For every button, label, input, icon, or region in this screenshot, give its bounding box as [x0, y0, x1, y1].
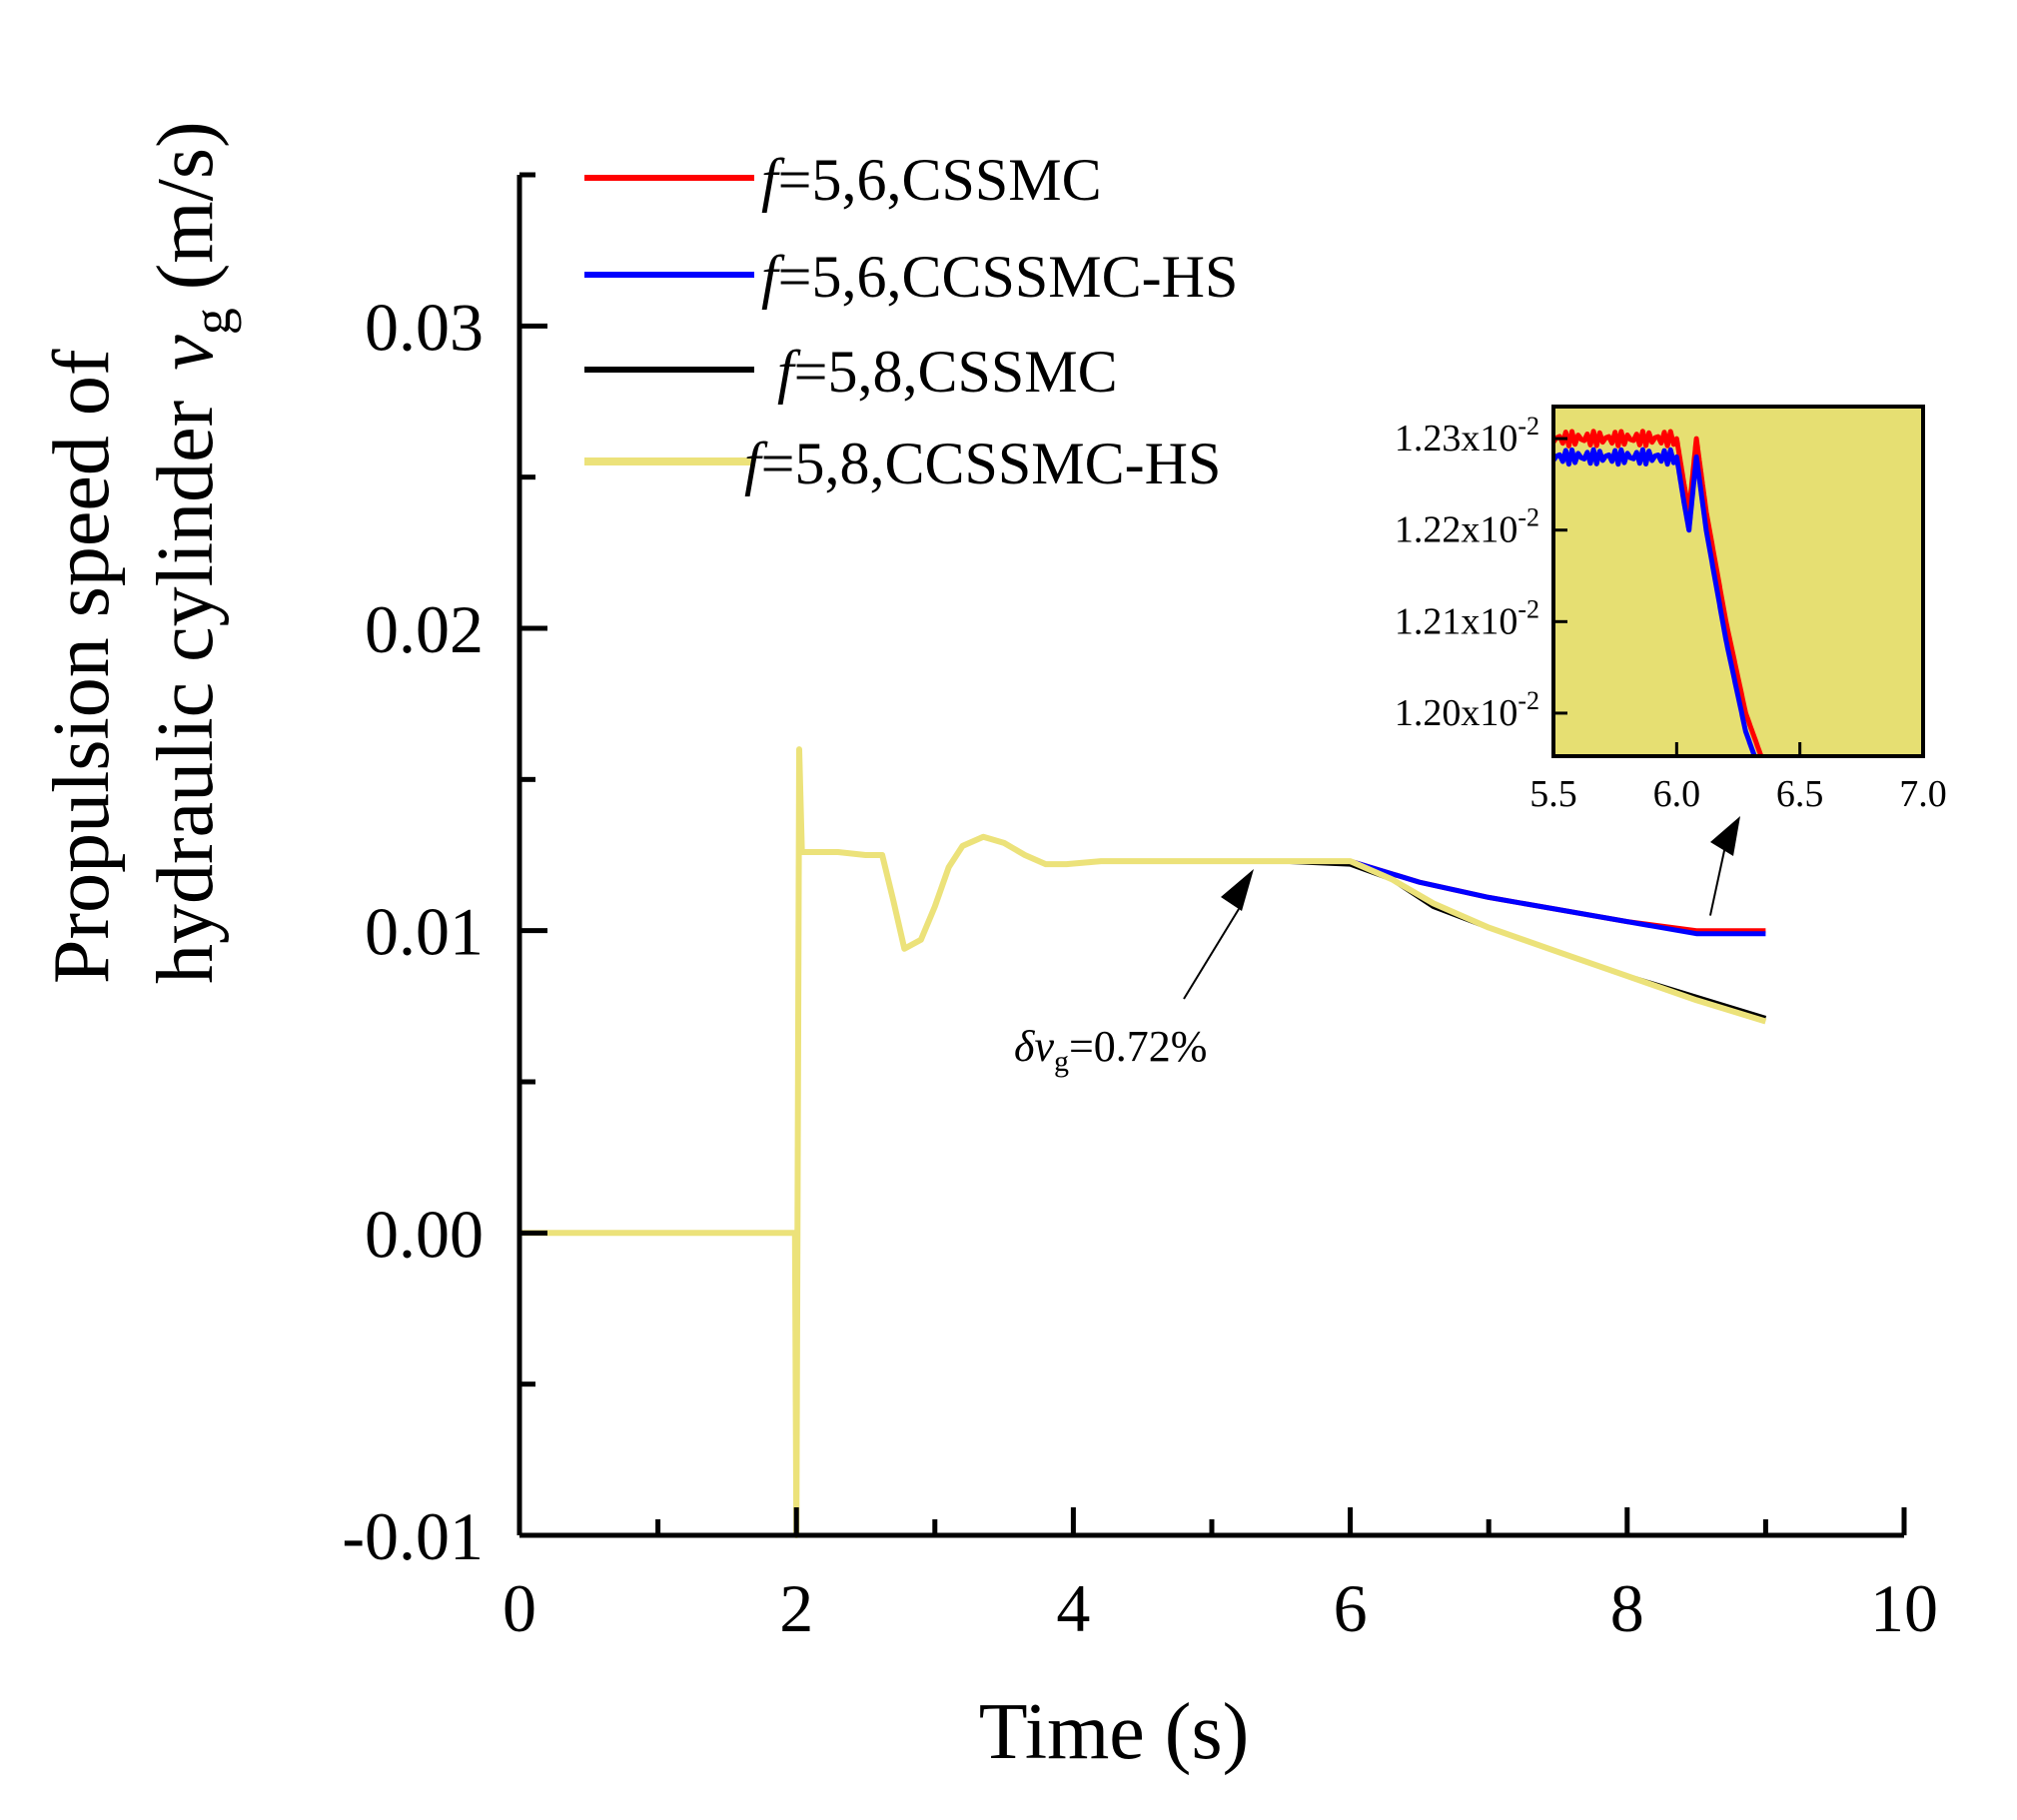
inset-y-tick-mantissa: 1.22x10: [1395, 509, 1518, 551]
x-axis-label: Time (s): [979, 1688, 1249, 1776]
inset-x-tick-label: 5.5: [1529, 773, 1577, 815]
y-axis-label-line1: Propulsion speed of: [38, 349, 126, 984]
y-axis-label-subscript: g: [182, 308, 242, 335]
inset-y-tick-mantissa: 1.20x10: [1395, 692, 1518, 734]
inset-y-tick-exponent: -2: [1517, 503, 1539, 532]
inset-series-lines: [1553, 429, 1764, 756]
inset-y-tick-label: 1.22x10-2: [1395, 503, 1539, 551]
inset-y-tick-label: 1.23x10-2: [1395, 412, 1539, 459]
inset-pointer-line: [1708, 845, 1726, 916]
legend-label-3: f=5,8,CSSMC: [777, 339, 1118, 405]
inset-frame: [1551, 405, 1925, 758]
annotation-symbol: δv: [1014, 1022, 1054, 1071]
x-tick-label: 8: [1610, 1570, 1644, 1646]
inset-y-tick-exponent: -2: [1517, 686, 1539, 715]
legend-label-1: f=5,6,CSSMC: [761, 147, 1102, 213]
y-axis-label-line2-text: hydraulic cylinder: [142, 401, 230, 984]
y-axis-label-symbol: v: [142, 335, 230, 371]
series-line-2: [519, 746, 1766, 1538]
annotation-arrow-head: [1221, 869, 1254, 911]
inset-x-tick-label: 7.0: [1899, 773, 1947, 815]
y-tick-label: 0.00: [365, 1196, 484, 1272]
series-line-3: [519, 746, 1767, 1538]
y-tick-label: 0.03: [365, 289, 484, 365]
inset-y-tick-mantissa: 1.21x10: [1395, 600, 1518, 642]
inset-y-tick-label: 1.21x10-2: [1395, 594, 1539, 642]
inset-y-tick-label: 1.20x10-2: [1395, 686, 1539, 734]
y-tick-label: 0.02: [365, 591, 484, 667]
y-tick-label: 0.01: [365, 894, 484, 970]
inset-pointer-head: [1710, 816, 1740, 856]
inset-x-tick-label: 6.0: [1653, 773, 1701, 815]
annotation-value: =0.72%: [1069, 1022, 1207, 1071]
legend-label-4: f=5,8,CCSSMC-HS: [744, 431, 1221, 496]
inset-y-tick-mantissa: 1.23x10: [1395, 418, 1518, 459]
legend-label-text: =5,8,CSSMC: [794, 339, 1118, 405]
x-tick-label: 2: [779, 1570, 813, 1646]
legend-label-text: =5,6,CCSSMC-HS: [778, 244, 1239, 310]
inset-series-line-2: [1553, 447, 1757, 756]
annotation-text: δvg=0.72%: [1014, 1022, 1207, 1078]
inset-y-tick-exponent: -2: [1517, 594, 1539, 623]
x-tick-label: 10: [1870, 1570, 1938, 1646]
inset-chart: 5.5 6.0 6.5 7.01.23x10-21.22x10-21.21x10-21…: [1395, 405, 1947, 916]
annotation-subscript: g: [1054, 1045, 1069, 1078]
y-axis-label: Propulsion speed of hydraulic cylinder vg…: [38, 121, 242, 984]
main-series-lines: [519, 746, 1767, 1538]
y-tick-label: -0.01: [342, 1498, 484, 1574]
x-tick-label: 4: [1056, 1570, 1090, 1646]
series-line-4: [519, 746, 1767, 1538]
legend-label-text: =5,8,CCSSMC-HS: [761, 431, 1222, 496]
x-tick-label: 6: [1334, 1570, 1368, 1646]
legend-label-2: f=5,6,CCSSMC-HS: [761, 244, 1238, 310]
series-line-1: [519, 746, 1766, 1538]
legend: f=5,6,CSSMC f=5,6,CCSSMC-HS f=5,8,CSSMC f=5…: [584, 147, 1238, 496]
main-axes: 0 2 4 6 8 10 -0.01 0.00 0.01 0.02 0.03: [342, 172, 1938, 1646]
annotation-arrow-line: [1183, 908, 1240, 1000]
inset-x-tick-label: 6.5: [1776, 773, 1824, 815]
x-tick-label: 0: [503, 1570, 536, 1646]
annotation: δvg=0.72%: [1014, 869, 1254, 1078]
legend-label-text: =5,6,CSSMC: [778, 147, 1102, 213]
y-axis-label-line2: hydraulic cylinder vg (m/s): [142, 121, 242, 984]
y-axis-label-unit: (m/s): [142, 121, 230, 290]
inset-y-tick-exponent: -2: [1517, 412, 1539, 441]
